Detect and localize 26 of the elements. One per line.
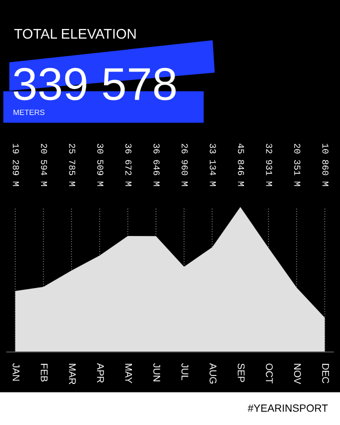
x-tick-label: DEC [322, 364, 330, 384]
x-tick-label: OCT [266, 364, 273, 384]
x-tick-label: SEP [238, 364, 245, 382]
x-tick-label: AUG [210, 363, 216, 384]
x-tick-label: MAY [125, 364, 132, 384]
text: #YEARINSPORT [248, 404, 328, 412]
data-label: 30 509 M [97, 144, 104, 186]
data-label: 20 351 M [294, 144, 300, 186]
data-label: 19 289 M [12, 144, 19, 186]
data-label: 20 594 M [40, 144, 48, 186]
x-tick-label: JAN [12, 363, 20, 381]
data-label: 45 846 M [238, 144, 244, 186]
chart-title: TOTAL ELEVATION [14, 28, 136, 39]
data-label: 36 646 M [154, 144, 160, 186]
data-label: 36 672 M [125, 144, 132, 186]
x-tick-label: JUN [153, 363, 160, 382]
data-label: 33 134 M [210, 144, 216, 186]
x-tick-label: NOV [294, 364, 301, 384]
x-tick-label: JUL [181, 363, 188, 380]
data-label: 26 960 M [182, 144, 188, 186]
data-label: 10 860 M [322, 144, 328, 186]
data-label: 32 931 M [266, 144, 272, 186]
x-tick-label: APR [97, 363, 104, 383]
x-tick-label: FEB [40, 364, 48, 382]
data-label: 25 785 M [69, 144, 76, 186]
x-tick-label: MAR [69, 364, 76, 384]
